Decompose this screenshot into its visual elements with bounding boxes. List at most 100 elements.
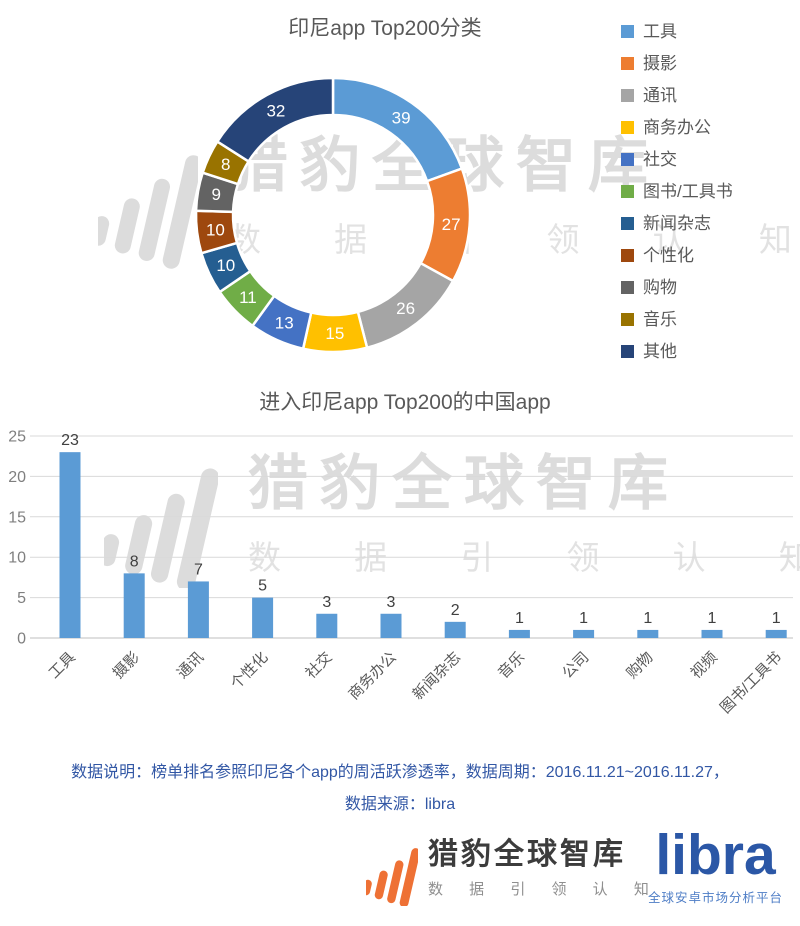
bar-通讯 (187, 581, 209, 638)
cheetah-bars-icon (98, 134, 198, 272)
legend-label: 商务办公 (643, 118, 711, 137)
x-tick-label-音乐: 音乐 (495, 649, 528, 682)
legend-label: 工具 (643, 22, 677, 41)
legend-swatch-icon (621, 249, 634, 262)
legend-swatch-icon (621, 153, 634, 166)
legend-item-购物: 购物 (621, 277, 733, 298)
legend-swatch-icon (621, 313, 634, 326)
legend-swatch-icon (621, 281, 634, 294)
donut-value-label: 15 (325, 324, 344, 343)
cheetah-bars-icon (366, 840, 418, 906)
bar-视频 (701, 629, 723, 638)
y-tick-label-20: 20 (8, 469, 26, 486)
legend-swatch-icon (621, 89, 634, 102)
bar-商务办公 (380, 613, 402, 638)
legend-swatch-icon (621, 217, 634, 230)
legend-label: 个性化 (643, 246, 694, 265)
bar-value-label: 23 (61, 432, 79, 449)
x-tick-label-购物: 购物 (623, 649, 656, 682)
brand-name: 猎豹全球智库 (428, 838, 626, 871)
bar-摄影 (123, 573, 145, 638)
legend-item-工具: 工具 (621, 21, 733, 42)
x-tick-label-工具: 工具 (46, 649, 79, 682)
legend-swatch-icon (621, 121, 634, 134)
legend-label: 社交 (643, 150, 677, 169)
legend-item-其他: 其他 (621, 341, 733, 362)
legend-item-图书/工具书: 图书/工具书 (621, 181, 733, 202)
y-tick-label-5: 5 (17, 590, 26, 607)
bar-value-label: 1 (643, 610, 652, 627)
legend-item-社交: 社交 (621, 149, 733, 170)
bar-value-label: 8 (130, 553, 139, 570)
donut-segment-工具 (331, 76, 464, 183)
bar-value-label: 3 (322, 594, 331, 611)
bar-value-label: 7 (194, 561, 203, 578)
bar-购物 (637, 629, 659, 638)
legend-swatch-icon (621, 345, 634, 358)
legend-label: 摄影 (643, 54, 677, 73)
y-tick-label-15: 15 (8, 509, 26, 526)
bar-个性化 (252, 597, 274, 638)
legend-swatch-icon (621, 25, 634, 38)
y-tick-label-0: 0 (17, 631, 26, 648)
bar-音乐 (508, 629, 530, 638)
bar-新闻杂志 (444, 621, 466, 638)
x-tick-label-摄影: 摄影 (110, 649, 143, 682)
x-tick-label-视频: 视频 (688, 649, 721, 682)
legend-item-通讯: 通讯 (621, 85, 733, 106)
donut-value-label: 11 (239, 288, 257, 307)
bar-value-label: 1 (515, 610, 524, 627)
donut-segment-其他 (216, 76, 335, 163)
x-tick-label-新闻杂志: 新闻杂志 (410, 649, 464, 703)
data-note-line1: 数据说明：榜单排名参照印尼各个app的周活跃渗透率，数据周期：2016.11.2… (71, 764, 729, 781)
chart-legend: 工具摄影通讯商务办公社交图书/工具书 新闻杂志个性化购物音乐其他 (621, 21, 733, 362)
x-tick-label-商务办公: 商务办公 (345, 649, 399, 703)
bar-chart: 0 5 10 15 20 25 23 工具 8 摄影 7 通讯 5 个性化 3 社交 3 商务办公 2 新闻杂志 1 音乐… (8, 429, 793, 717)
libra-wordmark: libra (655, 823, 776, 887)
brand-slogan: 数 据 引 领 认 知 (428, 880, 660, 898)
bar-value-label: 3 (387, 594, 396, 611)
donut-value-label: 39 (392, 109, 411, 128)
bar-图书/工具书 (765, 629, 787, 638)
donut-value-label: 9 (212, 185, 221, 204)
legend-label: 通讯 (643, 86, 677, 105)
bar-value-label: 5 (258, 578, 267, 595)
legend-item-新闻杂志: 新闻杂志 (621, 213, 733, 234)
legend-label: 购物 (643, 278, 677, 297)
donut-value-label: 13 (275, 314, 294, 333)
bar-社交 (316, 613, 338, 638)
x-tick-label-通讯: 通讯 (174, 649, 207, 682)
y-tick-label-25: 25 (8, 429, 26, 446)
legend-label: 图书/工具书 (643, 182, 733, 201)
donut-value-label: 26 (396, 299, 415, 318)
donut-value-label: 10 (206, 220, 225, 239)
x-tick-label-图书/工具书: 图书/工具书 (717, 649, 785, 717)
donut-value-label: 10 (216, 256, 235, 275)
bar-value-label: 1 (708, 610, 717, 627)
legend-label: 其他 (643, 342, 677, 361)
legend-item-摄影: 摄影 (621, 53, 733, 74)
libra-subtitle: 全球安卓市场分析平台 (648, 890, 784, 905)
y-tick-label-10: 10 (8, 550, 26, 567)
cheetah-lab-logo: 猎豹全球智库 数 据 引 领 认 知 (366, 838, 660, 906)
x-tick-label-公司: 公司 (559, 649, 592, 682)
bar-工具 (59, 452, 81, 638)
legend-swatch-icon (621, 185, 634, 198)
legend-swatch-icon (621, 57, 634, 70)
legend-item-个性化: 个性化 (621, 245, 733, 266)
donut-chart-title: 印尼app Top200分类 (288, 17, 482, 40)
libra-logo: libra 全球安卓市场分析平台 (648, 824, 783, 906)
legend-label: 音乐 (643, 310, 677, 329)
bar-chart-title: 进入印尼app Top200的中国app (259, 391, 551, 414)
data-note-line2: 数据来源：libra (344, 796, 456, 813)
bar-公司 (573, 629, 595, 638)
legend-item-音乐: 音乐 (621, 309, 733, 330)
bar-value-label: 2 (451, 602, 460, 619)
legend-label: 新闻杂志 (643, 214, 711, 233)
donut-value-label: 8 (221, 155, 230, 174)
legend-item-商务办公: 商务办公 (621, 117, 733, 138)
bar-value-label: 1 (772, 610, 781, 627)
x-tick-label-社交: 社交 (302, 648, 336, 682)
